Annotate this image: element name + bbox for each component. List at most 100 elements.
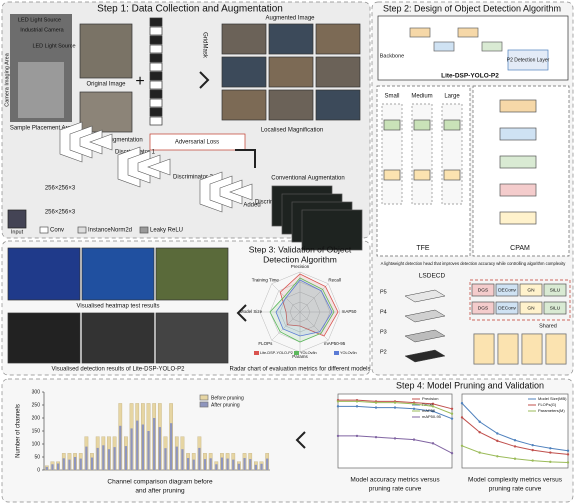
point: [513, 445, 517, 448]
point: [393, 406, 397, 409]
bar: [153, 418, 156, 470]
augmented-image: [221, 23, 267, 55]
augmented-image: [268, 23, 314, 55]
legend-norm: [77, 226, 87, 234]
label: Lite-DSP-YOLO-P2: [441, 73, 499, 80]
label: SiLU: [550, 287, 561, 293]
label: pruning rate curve: [489, 486, 542, 493]
legend-conv: [39, 226, 49, 234]
radar-series: [269, 277, 335, 343]
point: [374, 406, 378, 409]
conv-block: [383, 169, 401, 181]
bar: [73, 457, 77, 470]
gridmask-cell: [149, 71, 163, 81]
heatmap-image: [81, 247, 155, 301]
label: CPAM: [510, 245, 530, 252]
legend-label: Parameters(M): [538, 408, 565, 413]
conventional-image: [79, 91, 133, 133]
bar: [181, 449, 184, 470]
point: [531, 448, 534, 452]
label: GN: [527, 305, 535, 311]
label: InstanceNorm2d: [88, 228, 132, 234]
conv-head-block: [545, 333, 567, 365]
label: Leaky ReLU: [150, 228, 183, 234]
plot-area: [461, 393, 569, 469]
label: Conv: [50, 228, 64, 234]
legend-label: YOLOv5n: [340, 351, 357, 355]
label: Visualised detection results of Lite-DSP…: [52, 367, 186, 373]
point: [412, 438, 416, 441]
head-block: [495, 301, 519, 315]
conv-block: [383, 119, 401, 131]
bar: [68, 459, 71, 470]
point: [566, 461, 570, 464]
conv-block: [443, 119, 461, 131]
p2-box: [507, 49, 549, 71]
bar: [107, 449, 111, 470]
bar: [45, 466, 48, 470]
cpam-block: [499, 155, 537, 169]
feature-plane: [404, 349, 446, 363]
bar: [136, 420, 139, 470]
y-tick-label: 200: [32, 415, 41, 421]
loss-box: [149, 133, 246, 151]
label: Original Image: [86, 82, 126, 88]
panel-title: Step 1: Data Collection and Augmentation: [97, 4, 283, 15]
bar: [147, 431, 150, 470]
cpam-box: [472, 85, 570, 257]
bar: [141, 424, 145, 470]
label: Channel comparison diagram before: [107, 479, 213, 486]
bar: [260, 463, 263, 470]
bar: [130, 428, 133, 470]
label: pruning rate curve: [369, 486, 422, 493]
label: Model complexity metrics versus: [468, 477, 563, 484]
arrow: [295, 431, 306, 449]
point: [513, 457, 517, 460]
label: Input: [11, 229, 24, 235]
label: A lightweight detection head that improv…: [381, 261, 567, 266]
conv-block: [413, 119, 431, 131]
legend-label: mAP50-95: [422, 414, 442, 419]
point: [336, 434, 340, 438]
bar: [266, 458, 269, 470]
label: Model accuracy metrics versus: [350, 477, 440, 484]
gridmask-cell: [149, 17, 163, 27]
radar-axis-label: Params: [292, 354, 308, 359]
point: [393, 437, 397, 440]
bar: [169, 423, 173, 470]
point: [460, 402, 464, 405]
label: DEConv: [498, 305, 516, 311]
label: Sample Placement Area: [10, 126, 75, 132]
imaging-area: [18, 62, 64, 118]
point: [460, 416, 464, 419]
point: [549, 447, 552, 450]
gridmask-cell: [149, 116, 163, 126]
input-image: [7, 209, 27, 229]
label: Backbone: [380, 53, 404, 59]
bar: [243, 458, 246, 470]
bar: [124, 446, 128, 470]
label: DEConv: [498, 287, 516, 293]
bar: [62, 458, 65, 470]
point: [393, 401, 397, 404]
legend-label: mAP50: [422, 408, 436, 413]
label: Camera Imaging Area: [4, 52, 10, 106]
bar: [51, 464, 54, 470]
label: P2: [380, 349, 387, 355]
gridmask-cell: [149, 80, 163, 90]
point: [450, 407, 454, 410]
bar: [90, 457, 94, 470]
point: [374, 401, 378, 404]
legend-label: FLOPs(G): [538, 402, 557, 407]
label: LSDECD: [419, 273, 446, 280]
augmented-image: [315, 89, 361, 121]
label: TFE: [416, 245, 430, 252]
point: [531, 443, 534, 447]
label: and after pruning: [135, 488, 185, 495]
gridmask-cell: [149, 98, 163, 108]
original-image: [79, 23, 133, 79]
point: [412, 407, 416, 410]
conv-block: [443, 169, 461, 181]
conv-head-block: [497, 333, 519, 365]
plus-sign: +: [135, 73, 144, 90]
